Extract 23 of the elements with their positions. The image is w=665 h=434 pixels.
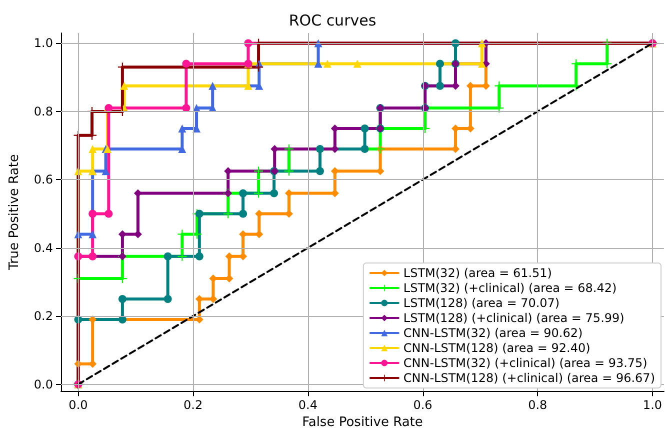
y-tick-label: 0.0 — [34, 377, 53, 392]
x-tick-label: 0.4 — [298, 398, 318, 412]
x-tick-label: 0.8 — [528, 398, 548, 412]
y-tick-label: 0.6 — [34, 172, 53, 187]
x-tick-label: 1.0 — [642, 398, 662, 412]
x-tick-label: 0.2 — [184, 398, 203, 412]
y-axis-title: True Positive Rate — [7, 154, 22, 271]
y-tick-label: 1.0 — [34, 36, 53, 50]
x-tick-label: 0.0 — [68, 398, 88, 412]
y-tick-label: 0.8 — [34, 104, 53, 118]
y-tick-label: 0.4 — [34, 240, 53, 255]
legend-label: LSTM(32) (area = 61.51) — [403, 266, 552, 280]
legend-label: LSTM(128) (+clinical) (area = 75.99) — [403, 311, 624, 325]
legend-label: LSTM(128) (area = 70.07) — [403, 296, 560, 310]
legend-label: CNN-LSTM(128) (area = 92.40) — [403, 341, 590, 355]
legend-label: CNN-LSTM(32) (+clinical) (area = 93.75) — [403, 356, 648, 370]
legend-label: CNN-LSTM(32) (area = 90.62) — [403, 326, 583, 340]
legend-label: LSTM(32) (+clinical) (area = 68.42) — [403, 281, 617, 295]
chart-title: ROC curves — [288, 12, 376, 30]
legend-label: CNN-LSTM(128) (+clinical) (area = 96.67) — [403, 371, 656, 385]
x-tick-label: 0.6 — [413, 398, 432, 412]
x-axis-title: False Positive Rate — [302, 415, 423, 430]
y-tick-label: 0.2 — [34, 309, 53, 324]
